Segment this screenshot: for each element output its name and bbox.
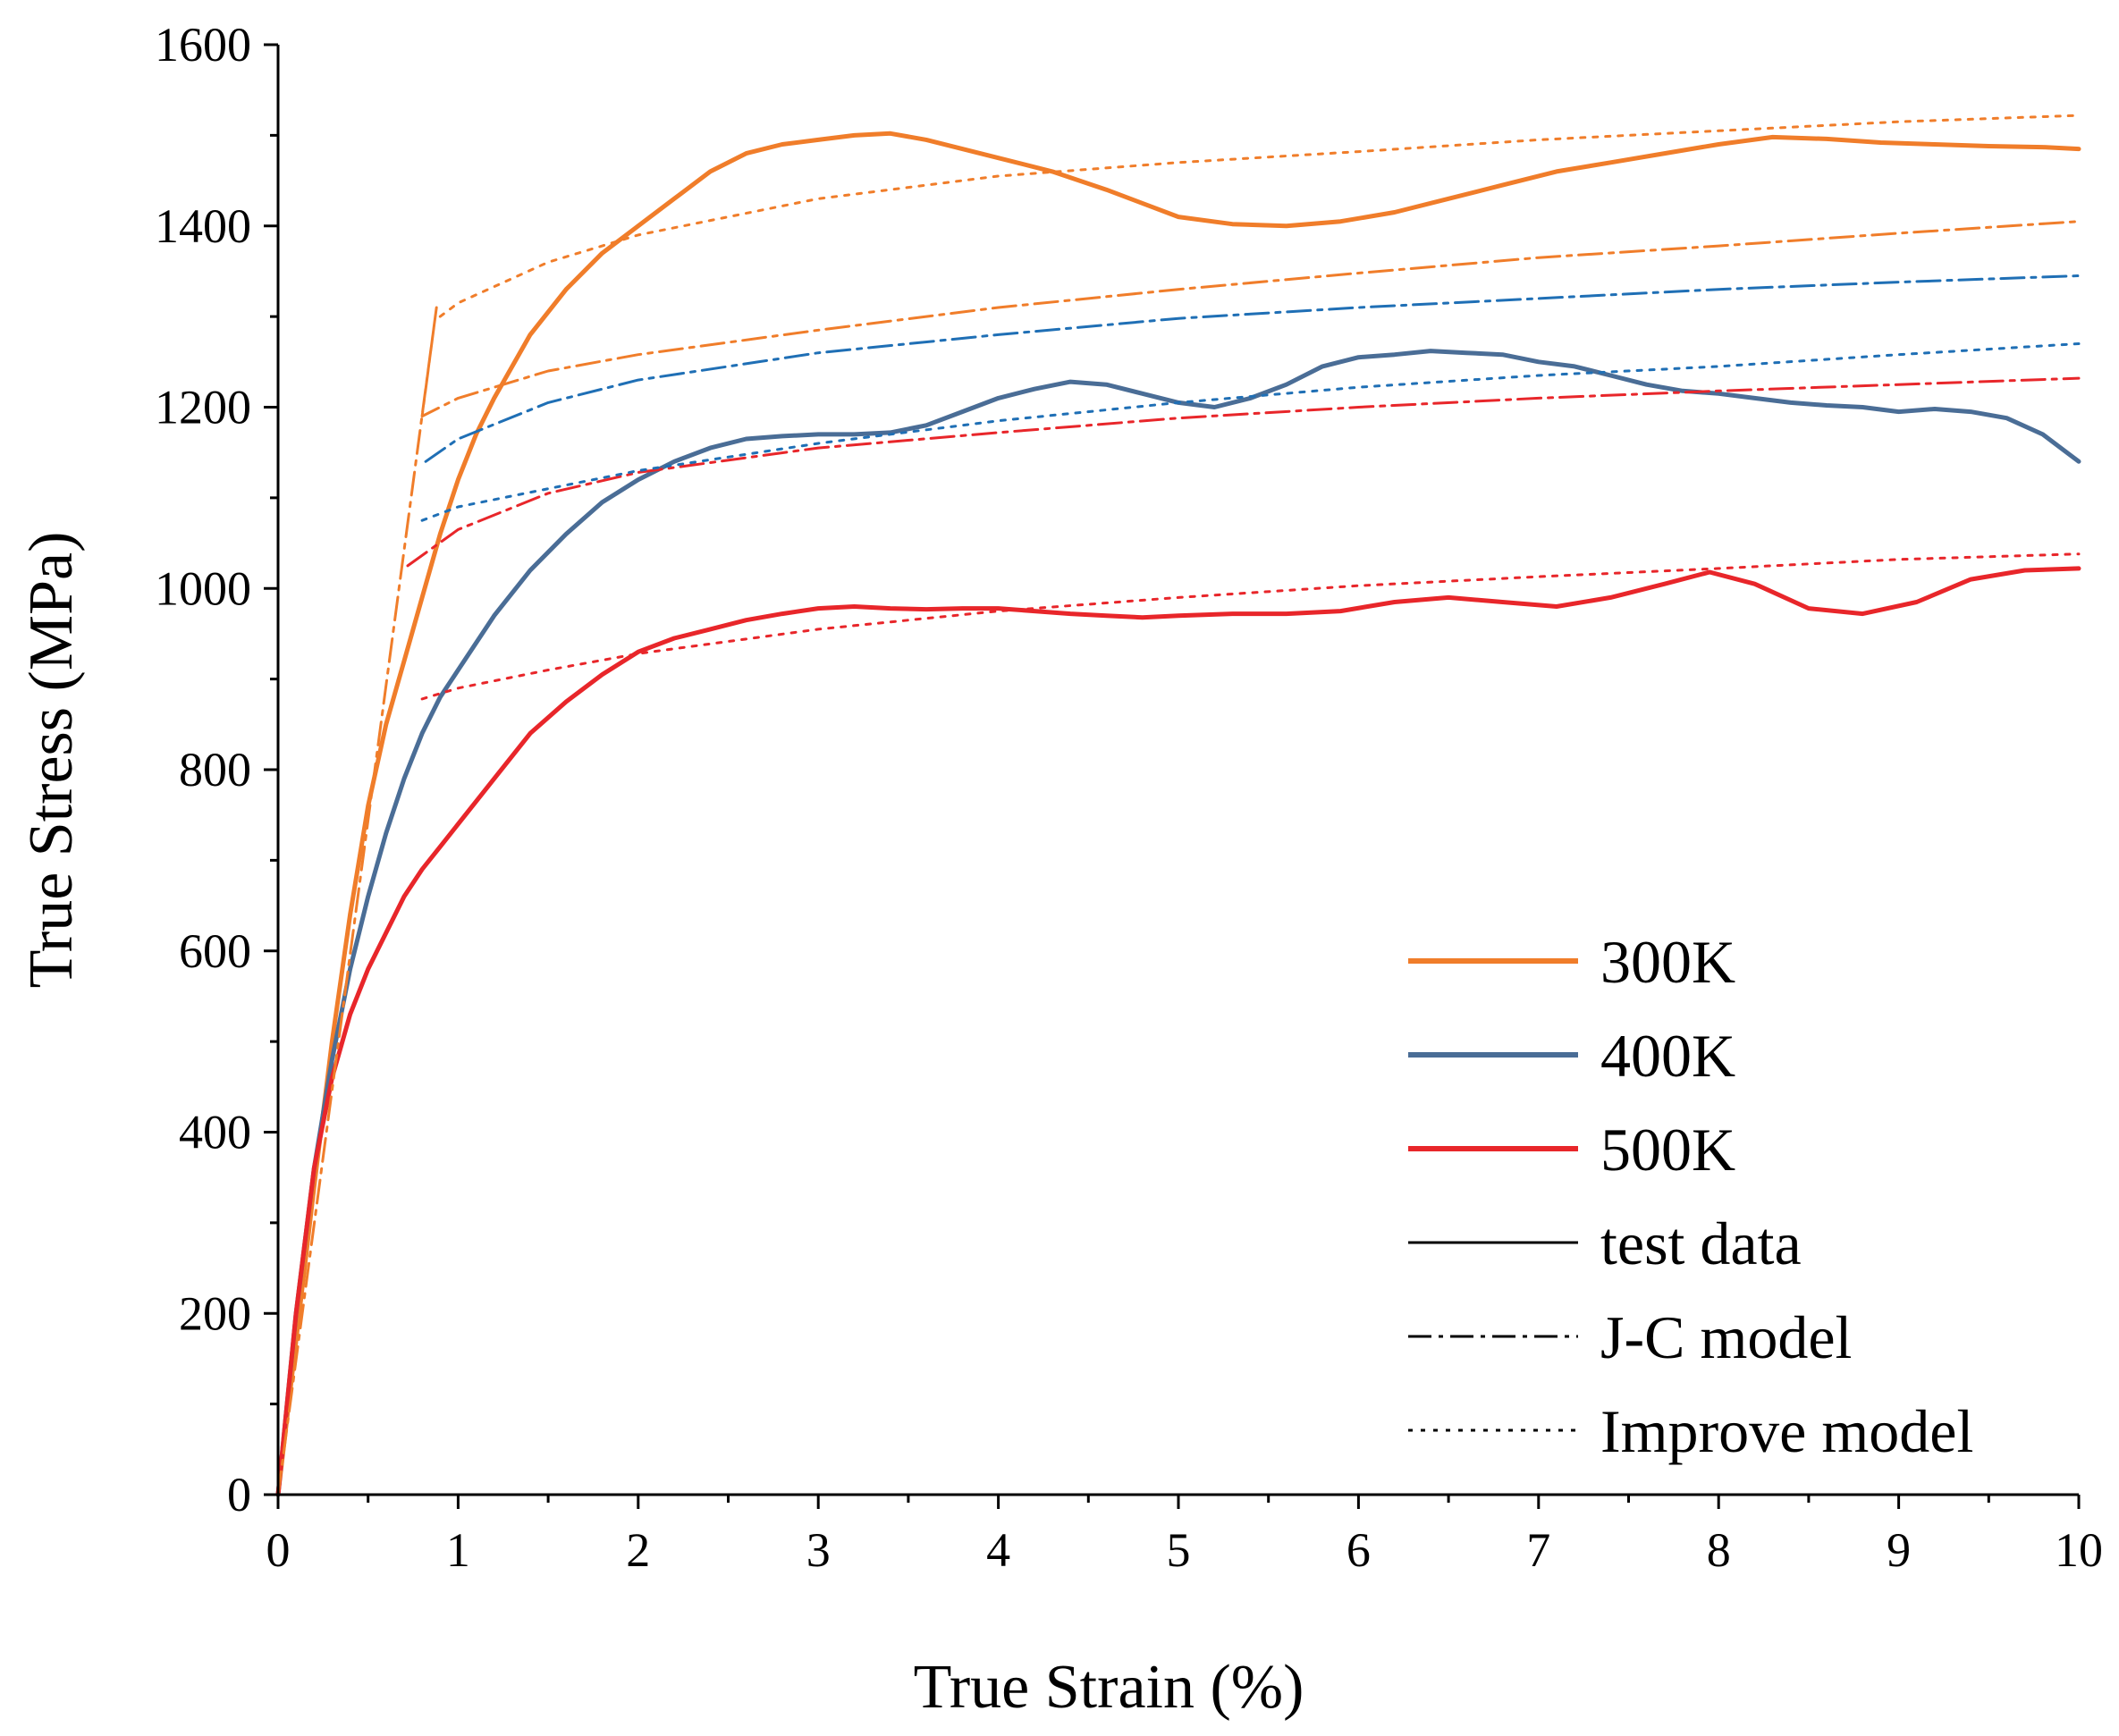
x-tick-label: 5 — [1167, 1523, 1191, 1577]
legend-label-300k: 300K — [1600, 928, 1735, 996]
y-tick-label: 0 — [227, 1468, 251, 1521]
x-tick-label: 3 — [806, 1523, 831, 1577]
x-tick-label: 9 — [1887, 1523, 1911, 1577]
y-tick-label: 200 — [179, 1286, 251, 1340]
x-tick-label: 8 — [1707, 1523, 1731, 1577]
x-tick-label: 2 — [626, 1523, 650, 1577]
legend: 300K 400K 500K test data J-C model Improve mo… — [1408, 928, 1973, 1465]
y-tick-label: 1600 — [155, 18, 251, 72]
x-tick-label: 4 — [986, 1523, 1010, 1577]
series-300k-test-data — [275, 131, 2081, 1497]
x-tick-label: 7 — [1526, 1523, 1550, 1577]
y-tick-label: 1200 — [155, 381, 251, 434]
y-axis-title: True Stress (MPa) — [17, 532, 86, 989]
x-tick-label: 6 — [1347, 1523, 1371, 1577]
series-300k-improve-model — [438, 114, 2081, 318]
legend-label-test-data: test data — [1600, 1209, 1802, 1277]
series-300k-j-c-model — [276, 220, 2081, 1496]
y-tick-label: 400 — [179, 1106, 251, 1159]
x-axis-title: True Strain (%) — [914, 1653, 1304, 1722]
x-tick-label: 1 — [446, 1523, 470, 1577]
y-tick-label: 800 — [179, 743, 251, 796]
legend-label-400k: 400K — [1600, 1022, 1735, 1090]
y-tick-label: 1400 — [155, 199, 251, 253]
series-500k-test-data — [275, 566, 2081, 1497]
y-tick-label: 1000 — [155, 561, 251, 615]
x-tick-label: 0 — [266, 1523, 291, 1577]
y-tick-label: 600 — [179, 924, 251, 978]
legend-label-500k: 500K — [1600, 1116, 1735, 1184]
series-layer — [275, 114, 2081, 1497]
axes-layer — [276, 45, 2079, 1496]
x-tick-label: 10 — [2055, 1523, 2103, 1577]
ticks-layer: 0 1 2 3 4 5 6 7 8 9 10 0 200 400 600 800 1000 1200 1400 160… — [155, 18, 2103, 1577]
series-400k-test-data — [275, 349, 2081, 1497]
series-500k-improve-model — [420, 552, 2081, 701]
legend-label-j-c-model: J-C model — [1600, 1303, 1852, 1371]
series-500k-j-c-model — [406, 376, 2081, 568]
legend-label-improve-model: Improve model — [1600, 1397, 1973, 1465]
series-400k-j-c-model — [424, 274, 2081, 463]
series-400k-improve-model — [420, 342, 2081, 522]
